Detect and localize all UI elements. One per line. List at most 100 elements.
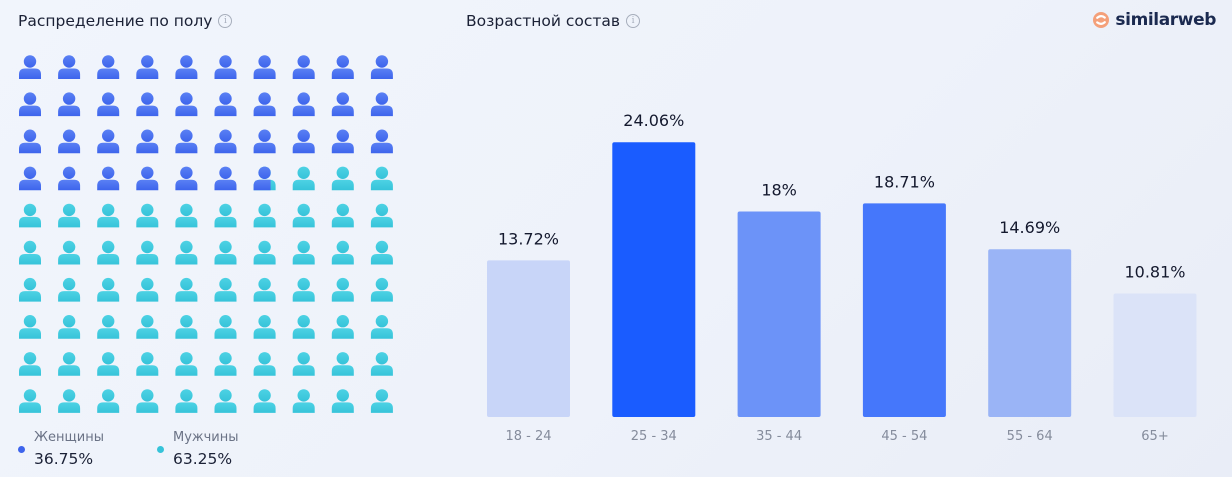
person-icon-male <box>175 240 198 265</box>
person-icon-male <box>58 240 81 265</box>
bar-value-label: 13.72% <box>498 229 559 248</box>
gender-pictogram <box>19 55 393 413</box>
person-icon-male <box>370 240 393 265</box>
age-title-text: Возрастной состав <box>466 12 621 30</box>
person-icon-female <box>370 129 393 154</box>
person-icon-male <box>253 277 276 302</box>
person-icon-male <box>370 166 393 191</box>
person-icon-male <box>370 389 393 413</box>
person-icon-male <box>175 203 198 228</box>
person-icon-male <box>97 352 120 376</box>
person-icon-female <box>214 92 237 117</box>
legend-dot-male <box>157 446 164 453</box>
person-icon-female <box>292 129 315 154</box>
person-icon-female <box>97 129 120 154</box>
person-icon-male <box>19 315 41 339</box>
x-tick-label: 55 - 64 <box>1007 429 1053 444</box>
person-icon-male <box>58 389 81 413</box>
person-icon-male <box>175 277 198 302</box>
person-icon-male <box>292 203 315 228</box>
bar-value-label: 18% <box>761 180 797 199</box>
person-icon-male <box>331 315 354 339</box>
info-icon[interactable]: i <box>218 14 233 28</box>
x-tick-label: 35 - 44 <box>756 429 802 444</box>
person-icon-male <box>136 203 159 228</box>
person-icon-male <box>253 352 276 376</box>
person-icon-male <box>253 240 276 265</box>
person-icon-female <box>370 55 393 79</box>
x-tick-label: 18 - 24 <box>505 429 551 444</box>
x-tick-label: 25 - 34 <box>631 429 677 444</box>
x-tick-label: 45 - 54 <box>881 429 927 444</box>
similarweb-logo-icon <box>1093 12 1110 28</box>
person-icon-male <box>214 315 237 339</box>
person-icon-male <box>19 352 41 376</box>
bar-2534[interactable] <box>612 142 696 417</box>
person-icon-female <box>331 92 354 117</box>
person-icon-male <box>97 240 120 265</box>
x-tick-label: 65+ <box>1141 429 1168 444</box>
bar-4554[interactable] <box>862 203 946 417</box>
person-icon-female <box>292 55 315 79</box>
person-icon-female <box>214 55 237 79</box>
bar-3544[interactable] <box>737 211 821 417</box>
person-icon-female <box>136 92 159 117</box>
legend-label-female: Женщины <box>34 430 104 445</box>
person-icon-female <box>214 166 237 191</box>
person-icon-male <box>292 315 315 339</box>
logo-text: similarweb <box>1115 10 1216 30</box>
person-icon-female <box>97 55 120 79</box>
person-icon-male <box>331 166 354 191</box>
bar-5564[interactable] <box>988 249 1072 417</box>
person-icon-male <box>19 203 41 228</box>
person-icon-female <box>292 92 315 117</box>
legend-value-female: 36.75% <box>34 450 94 468</box>
person-icon-male <box>214 240 237 265</box>
person-icon-female <box>253 55 276 79</box>
person-icon-female <box>19 92 41 117</box>
person-icon-male <box>97 203 120 228</box>
person-icon-female <box>175 92 198 117</box>
person-icon-female <box>58 92 81 117</box>
person-icon-female <box>97 92 120 117</box>
person-icon-female <box>331 129 354 154</box>
person-icon-female <box>97 166 120 191</box>
person-icon-female <box>175 166 198 191</box>
person-icon-male <box>175 352 198 376</box>
person-icon-male <box>136 352 159 376</box>
person-icon-male <box>214 389 237 413</box>
bar-65[interactable] <box>1113 293 1197 417</box>
bar-1824[interactable] <box>487 260 570 417</box>
person-icon-male <box>370 352 393 376</box>
person-icon-male <box>214 352 237 376</box>
person-icon-male <box>97 389 120 413</box>
person-icon-male <box>370 203 393 228</box>
person-icon-male <box>292 352 315 376</box>
person-icon-female <box>58 55 81 79</box>
person-icon-female <box>175 129 198 154</box>
person-icon-female <box>58 166 81 191</box>
person-icon-male <box>58 315 81 339</box>
bar-value-label: 10.81% <box>1124 263 1185 282</box>
person-icon-male <box>253 203 276 228</box>
person-icon-male <box>136 240 159 265</box>
person-icon-female <box>331 55 354 79</box>
info-icon[interactable]: i <box>626 14 641 28</box>
person-icon-male <box>214 277 237 302</box>
person-icon-male <box>97 315 120 339</box>
person-icon-male <box>331 203 354 228</box>
person-icon-male <box>331 240 354 265</box>
similarweb-logo: similarweb <box>1092 10 1216 30</box>
person-icon-female <box>253 129 276 154</box>
person-icon-male <box>58 203 81 228</box>
person-icon-male <box>292 166 315 191</box>
person-icon-female <box>136 129 159 154</box>
person-icon-male <box>214 203 237 228</box>
person-icon-male <box>19 389 41 413</box>
person-icon-male <box>292 240 315 265</box>
person-icon-female <box>370 92 393 117</box>
age-section-title: Возрастной состав i <box>466 12 641 30</box>
legend-dot-female <box>18 446 25 453</box>
person-icon-female <box>19 166 41 191</box>
